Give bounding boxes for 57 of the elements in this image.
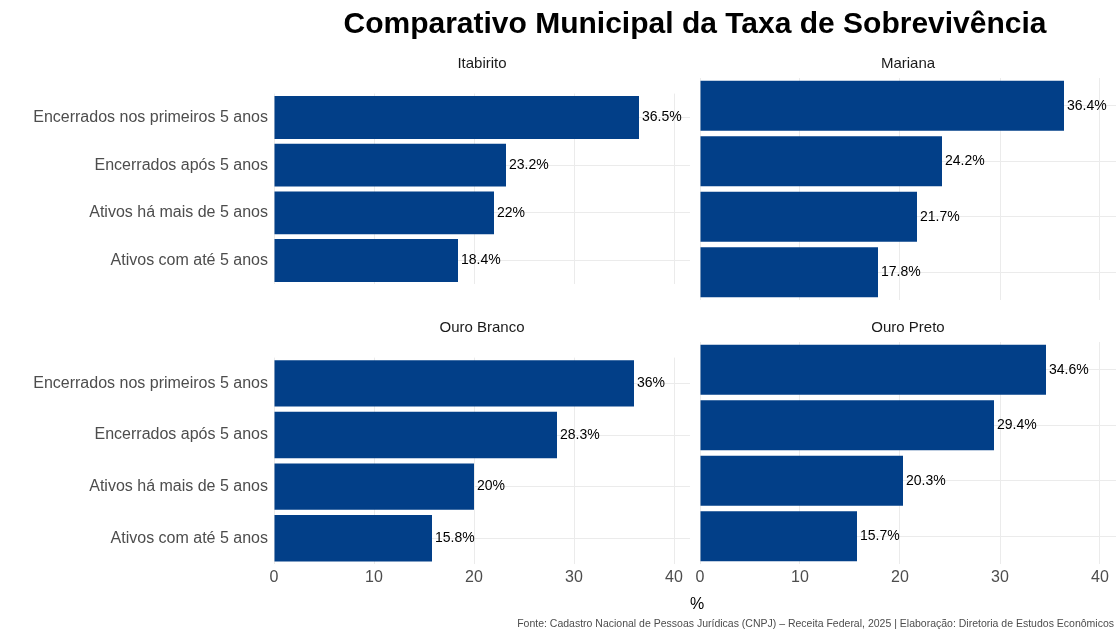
- bar: [274, 143, 506, 187]
- data-label: 22%: [497, 203, 526, 220]
- chart-subtitle: Ouro Branco: [438, 318, 526, 335]
- bar: [274, 514, 432, 562]
- x-tick-label: 30: [565, 568, 583, 586]
- chart-subtitle: Mariana: [879, 54, 937, 71]
- bar: [274, 360, 634, 407]
- bar: [274, 239, 458, 283]
- bar: [700, 80, 1064, 131]
- y-tick-label: Encerrados após 5 anos: [94, 155, 268, 173]
- data-label: 34.6%: [1049, 360, 1089, 377]
- data-label: 18.4%: [461, 251, 501, 268]
- y-tick-label: Ativos há mais de 5 anos: [89, 477, 268, 495]
- x-tick-label: 20: [465, 568, 483, 586]
- data-label: 24.2%: [945, 152, 985, 169]
- y-tick-label: Ativos com até 5 anos: [110, 250, 268, 268]
- bar: [274, 95, 639, 139]
- chart-subtitle: Ouro Preto: [870, 318, 946, 335]
- data-label: 36%: [637, 374, 666, 391]
- data-label: 36.5%: [642, 108, 682, 125]
- x-tick-label: 40: [1091, 568, 1109, 586]
- x-tick-label: 0: [269, 568, 279, 586]
- x-tick-label: 20: [891, 568, 909, 586]
- data-label: 15.8%: [435, 529, 475, 546]
- bar: [700, 511, 857, 562]
- x-axis-title: %: [688, 595, 706, 613]
- bar: [274, 191, 494, 235]
- bar: [700, 455, 903, 506]
- data-label: 20%: [477, 477, 506, 494]
- bar: [700, 344, 1046, 395]
- bar: [700, 191, 917, 242]
- x-tick-label: 40: [665, 568, 683, 586]
- bar: [700, 136, 942, 187]
- x-tick-label: 0: [695, 568, 705, 586]
- data-label: 17.8%: [881, 263, 921, 280]
- y-tick-label: Ativos com até 5 anos: [110, 528, 268, 546]
- y-tick-label: Encerrados após 5 anos: [94, 425, 268, 443]
- data-label: 36.4%: [1067, 96, 1107, 113]
- y-tick-label: Encerrados nos primeiros 5 anos: [33, 107, 268, 125]
- y-tick-label: Encerrados nos primeiros 5 anos: [33, 373, 268, 391]
- y-tick-label: Ativos há mais de 5 anos: [89, 203, 268, 221]
- x-tick-label: 10: [791, 568, 809, 586]
- bar: [274, 463, 474, 510]
- chart-subtitle: Itabirito: [456, 54, 508, 71]
- bar: [700, 247, 878, 298]
- data-label: 29.4%: [997, 416, 1037, 433]
- x-tick-label: 10: [365, 568, 383, 586]
- data-label: 20.3%: [906, 471, 946, 488]
- source-note: Fonte: Cadastro Nacional de Pessoas Jurídicas (CNPJ) – Receita Federal, 2025 | Elaboração: Diretoria de Estudos Econômicos: [517, 617, 1114, 629]
- x-tick-label: 30: [991, 568, 1009, 586]
- chart-title: Comparativo Municipal da Taxa de Sobrevivência: [342, 6, 1048, 40]
- bar: [700, 400, 994, 451]
- data-label: 21.7%: [920, 207, 960, 224]
- data-label: 15.7%: [860, 527, 900, 544]
- data-label: 28.3%: [560, 425, 600, 442]
- bar: [274, 411, 557, 459]
- data-label: 23.2%: [509, 156, 549, 173]
